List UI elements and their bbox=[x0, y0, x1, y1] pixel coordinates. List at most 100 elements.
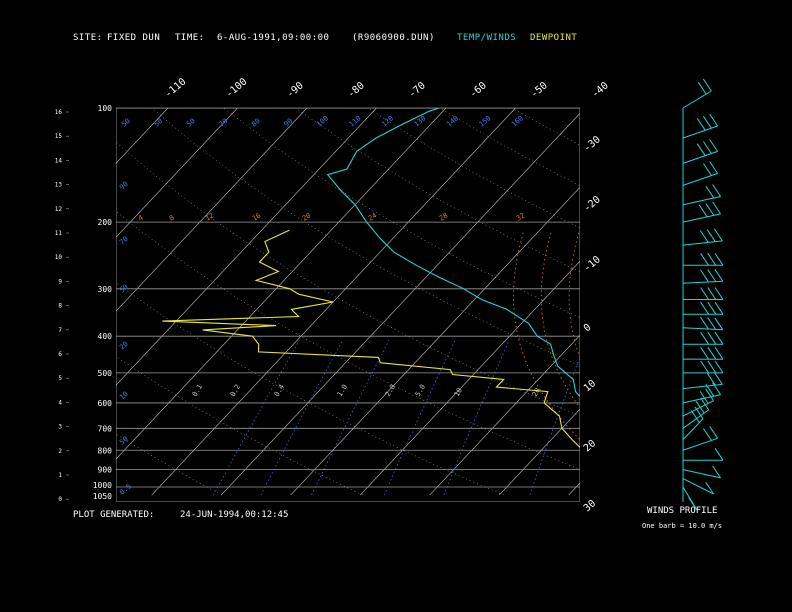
dewpoint-profile bbox=[162, 229, 580, 449]
isotherm-right-label: -30 bbox=[582, 134, 603, 154]
wind-barb bbox=[714, 331, 724, 345]
wind-staff bbox=[682, 213, 721, 223]
height-tick-label: 5 bbox=[58, 375, 62, 382]
dry-adiabat-line bbox=[116, 433, 222, 496]
height-tick-label: 3 bbox=[58, 424, 62, 431]
wind-barb bbox=[690, 410, 700, 423]
wind-barb bbox=[709, 161, 719, 174]
mixing-ratio-label: 20 bbox=[531, 387, 542, 398]
wind-staff bbox=[682, 125, 718, 139]
plot-generated-label: PLOT GENERATED: bbox=[73, 510, 155, 520]
pressure-label: 500 bbox=[98, 369, 113, 378]
isotherm-line bbox=[116, 108, 308, 312]
theta-label: 50 bbox=[120, 117, 132, 129]
theta-e-label: 20 bbox=[301, 212, 312, 223]
wind-barb bbox=[707, 301, 717, 315]
legend-dewpoint: DEWPOINT bbox=[530, 33, 578, 43]
wind-barb bbox=[702, 428, 712, 441]
time-label: TIME: bbox=[175, 33, 205, 43]
wind-barb bbox=[707, 317, 717, 330]
mixing-ratio-line bbox=[383, 340, 456, 496]
isotherm-top-label: -100 bbox=[224, 76, 250, 100]
isotherm-labels: -110 -100 -90 -80 -70 -60 -50 -40-30-20-1001020… bbox=[163, 76, 611, 514]
pressure-label: 1000 bbox=[93, 481, 112, 490]
theta-label: 140 bbox=[445, 114, 460, 128]
height-tick-label: 9 bbox=[58, 278, 62, 285]
isotherm-line bbox=[708, 108, 792, 495]
wind-barb bbox=[712, 201, 722, 215]
isotherm-line bbox=[116, 108, 169, 164]
theta-label: 120 bbox=[380, 114, 395, 128]
dry-adiabat-line bbox=[439, 108, 580, 186]
isotherm-line bbox=[116, 108, 238, 238]
wind-barb bbox=[705, 383, 715, 397]
mixing-ratio-line bbox=[260, 340, 344, 496]
wind-staff bbox=[682, 196, 721, 206]
isotherm-top-label: -60 bbox=[468, 80, 489, 100]
height-tick-label: 4 bbox=[58, 399, 62, 406]
wind-staff bbox=[682, 172, 718, 186]
temperature-profile bbox=[326, 108, 580, 398]
height-tick-label: 16 bbox=[55, 109, 63, 116]
isotherm-top-label: -50 bbox=[529, 80, 550, 100]
isotherm-line bbox=[0, 108, 99, 495]
mixing-ratio-line bbox=[311, 340, 390, 496]
theta-e-label: 24 bbox=[367, 212, 378, 223]
winds-profile-title: WINDS PROFILE bbox=[647, 506, 718, 516]
dry-adiabat-line bbox=[223, 108, 580, 318]
wind-barb bbox=[700, 360, 710, 374]
wind-barb bbox=[707, 346, 717, 360]
mixing-ratio-label: 0.1 bbox=[191, 383, 204, 398]
moist-adiabat-line bbox=[568, 229, 580, 359]
pressure-label: 1050 bbox=[93, 492, 112, 501]
theta-e-label: 32 bbox=[515, 212, 526, 223]
mixing-ratio-label: 5.0 bbox=[414, 383, 427, 398]
wind-barb bbox=[709, 113, 719, 127]
height-tick-label: 14 bbox=[55, 157, 63, 164]
height-tick-label: 7 bbox=[58, 327, 62, 334]
dry-adiabat-line bbox=[116, 356, 363, 496]
isotherm-line bbox=[638, 108, 792, 495]
wind-barb bbox=[707, 331, 717, 345]
height-tick-label: 6 bbox=[58, 351, 62, 358]
wind-barb bbox=[705, 203, 715, 216]
left-theta-label: 70 bbox=[118, 235, 130, 247]
theta-label: 100 bbox=[315, 114, 330, 128]
plot-generated-value: 24-JUN-1994,00:12:45 bbox=[180, 510, 289, 520]
wind-barb bbox=[696, 143, 706, 156]
mixing-ratio-line bbox=[529, 356, 580, 496]
wind-barb bbox=[702, 78, 712, 92]
pressure-label: 800 bbox=[98, 446, 113, 455]
dry-adiabat-line bbox=[295, 108, 580, 273]
pressure-label: 400 bbox=[98, 332, 113, 341]
wind-barb bbox=[706, 372, 716, 386]
dry-adiabat-line bbox=[116, 210, 580, 470]
wind-barb bbox=[702, 163, 712, 176]
isotherm-top-label: -40 bbox=[590, 80, 611, 100]
pressure-label: 200 bbox=[98, 218, 113, 227]
wind-barb bbox=[714, 346, 724, 360]
wind-barb bbox=[713, 372, 723, 385]
isotherm-line bbox=[116, 108, 447, 460]
mixing-ratio-label: 1.0 bbox=[336, 383, 349, 398]
wind-barb bbox=[699, 230, 709, 243]
isotherm-right-label: 10 bbox=[582, 378, 598, 394]
mixing-ratio-label: 2.0 bbox=[384, 383, 397, 398]
left-theta-label: 0.5 bbox=[118, 482, 133, 496]
wind-barb bbox=[714, 268, 724, 282]
wind-barb bbox=[700, 253, 710, 266]
wind-barb bbox=[702, 115, 712, 129]
pressure-label: 300 bbox=[98, 285, 113, 294]
wind-staff bbox=[682, 400, 714, 417]
theta-label: 150 bbox=[478, 114, 493, 128]
wind-barb bbox=[705, 481, 715, 495]
theta-e-label: 12 bbox=[204, 212, 215, 223]
theta-e-label: 28 bbox=[438, 212, 449, 223]
theta-label: 80 bbox=[250, 117, 262, 129]
profiles-layer bbox=[162, 108, 580, 449]
grid-layer bbox=[0, 108, 792, 502]
height-tick-label: 8 bbox=[58, 303, 62, 310]
wind-barb bbox=[700, 397, 710, 411]
wind-staff bbox=[682, 90, 712, 109]
